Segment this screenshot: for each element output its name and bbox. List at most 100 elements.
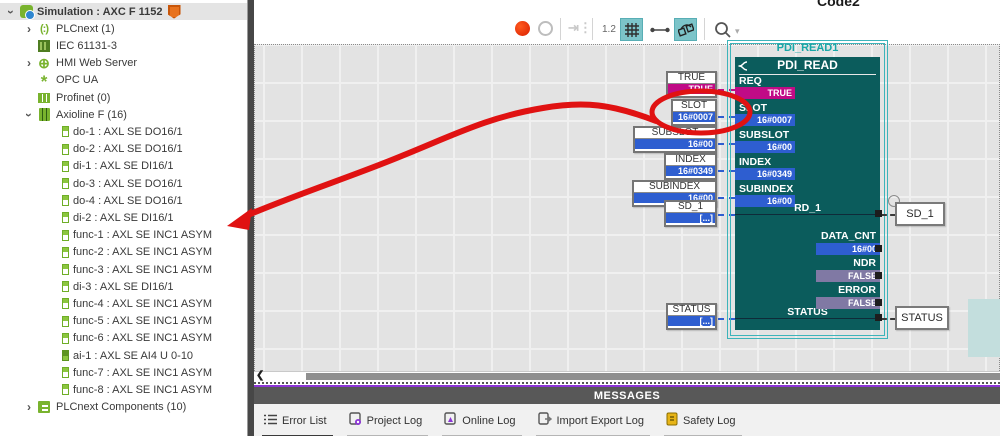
param-box-slot[interactable]: SLOT 16#0007 [671,99,717,126]
autoroute-icon [677,22,694,37]
tree-item-do-3[interactable]: do-3 : AXL SE DO16/1 [0,175,247,192]
tree-item-iec[interactable]: IEC 61131-3 [0,37,247,54]
fb-input-req[interactable]: REQ [739,75,762,87]
tree-item-do-2[interactable]: do-2 : AXL SE DO16/1 [0,141,247,158]
param-box-index[interactable]: INDEX 16#0349 [664,153,717,180]
module-icon [58,263,72,277]
axioline-icon [37,108,51,122]
tree-item-ai-1[interactable]: ai-1 : AXL SE AI4 U 0-10 [0,347,247,364]
tree-item-di-3[interactable]: di-3 : AXL SE DI16/1 [0,278,247,295]
tree-item-func-6[interactable]: func-6 : AXL SE INC1 ASYM [0,330,247,347]
scrollbar-thumb[interactable] [306,373,1000,380]
function-block[interactable]: PDI_READ REQ TRUE SLOT 16#0007 SUBSLOT 16#00 IN… [735,57,880,330]
fb-output-value[interactable]: 16#00 [816,243,880,255]
horizontal-scrollbar[interactable]: ❮ [254,370,1000,381]
param-box-sd_1[interactable]: SD_1 [...] [664,200,717,227]
fb-input-value[interactable]: 16#0007 [735,114,795,126]
param-box-value[interactable]: 16#00 [634,193,715,203]
fb-output-ndr[interactable]: NDR [853,257,876,269]
tree-item-func-8[interactable]: func-8 : AXL SE INC1 ASYM [0,381,247,398]
grid-toggle-button[interactable] [620,18,643,41]
output-box-status[interactable]: STATUS [895,306,949,330]
tree-item-func-4[interactable]: func-4 : AXL SE INC1 ASYM [0,295,247,312]
chevron-down-icon[interactable]: › [22,112,36,117]
fb-output-value[interactable]: FALSE [816,270,880,282]
wire-input-5 [718,214,735,216]
tree-item-simulation[interactable]: › Simulation : AXC F 1152 [0,3,247,20]
module-icon [58,177,72,191]
fb-output-data_cnt[interactable]: DATA_CNT [820,230,876,242]
align-icon[interactable]: ⇥⋮ [568,20,592,35]
tab-project-log[interactable]: Project Log [346,410,429,436]
editor-toolbar: Code2 ⇥⋮ 1.2 ▾ [254,0,1000,44]
fb-input-value[interactable]: 16#0349 [735,168,795,180]
param-box-value[interactable]: 16#0007 [673,112,715,122]
search-button[interactable] [711,18,734,41]
tree-item-plcnext[interactable]: › (:) PLCnext (1) [0,20,247,37]
chevron-down-icon[interactable]: › [4,9,18,14]
tree-item-hmi[interactable]: › ⊕ HMI Web Server [0,55,247,72]
tab-online-log[interactable]: Online Log [442,410,522,436]
wire-rd1-sd1 [882,214,895,216]
fb-input-value[interactable]: TRUE [735,87,795,99]
simulation-icon [19,5,35,20]
tree-item-profinet[interactable]: Profinet (0) [0,89,247,106]
chevron-right-icon[interactable]: › [27,400,31,415]
tree-item-do-4[interactable]: do-4 : AXL SE DO16/1 [0,192,247,209]
debug-record-icon[interactable] [515,21,530,36]
panel-drag-handle[interactable] [254,382,1000,384]
chevron-right-icon[interactable]: › [27,56,31,71]
module-icon [58,280,72,294]
fb-input-value[interactable]: 16#00 [735,195,795,207]
tab-safety-log[interactable]: Safety Log [663,410,742,436]
param-box-value[interactable]: [...] [668,316,715,326]
sidebar-splitter[interactable] [247,0,254,436]
output-box-sd_1[interactable]: SD_1 [895,202,945,226]
param-box-true[interactable]: TRUE TRUE [666,71,717,98]
accent-line [254,385,1000,387]
fb-input-index[interactable]: INDEX [739,156,772,168]
chevron-right-icon[interactable]: › [27,21,31,36]
autoroute-button[interactable] [674,18,697,41]
param-box-value[interactable]: [...] [666,213,715,223]
tree-item-func-2[interactable]: func-2 : AXL SE INC1 ASYM [0,244,247,261]
param-box-status[interactable]: STATUS [...] [666,303,717,330]
fb-header-underline [739,74,876,75]
connector-circle-icon [888,195,900,207]
tree-item-label: do-2 : AXL SE DO16/1 [73,143,183,156]
tree-item-func-7[interactable]: func-7 : AXL SE INC1 ASYM [0,364,247,381]
tree-item-di-1[interactable]: di-1 : AXL SE DI16/1 [0,158,247,175]
fb-pin-rd_1[interactable]: RD_1 [794,202,821,214]
connection-mode-button[interactable] [648,18,671,41]
param-box-value[interactable]: 16#00 [635,139,715,149]
chevron-down-icon[interactable]: ▾ [735,26,740,36]
param-box-value[interactable]: 16#0349 [666,166,715,176]
import-export-log-icon [537,412,552,429]
tree-item-axioline[interactable]: › Axioline F (16) [0,106,247,123]
debug-stop-icon[interactable] [538,21,553,36]
fb-output-error[interactable]: ERROR [838,284,876,296]
fb-output-value[interactable]: FALSE [816,297,880,309]
param-box-value[interactable]: TRUE [668,84,715,94]
tab-import-export-log[interactable]: Import Export Log [535,410,650,436]
fb-input-value[interactable]: 16#00 [735,141,795,153]
tree-item-func-3[interactable]: func-3 : AXL SE INC1 ASYM [0,261,247,278]
tree-item-do-1[interactable]: do-1 : AXL SE DO16/1 [0,123,247,140]
fb-input-subslot[interactable]: SUBSLOT [739,129,790,141]
fb-input-slot[interactable]: SLOT [739,102,767,114]
fb-selection-frame [727,40,888,339]
param-box-subslot[interactable]: SUBSLOT 16#00 [633,126,717,153]
tree-item-opc[interactable]: * OPC UA [0,72,247,90]
tree-item-label: IEC 61131-3 [56,39,117,52]
tab-error-list[interactable]: Error List [262,410,333,436]
scroll-left-icon[interactable]: ❮ [256,370,265,381]
tree-item-di-2[interactable]: di-2 : AXL SE DI16/1 [0,209,247,226]
tree-item-func-5[interactable]: func-5 : AXL SE INC1 ASYM [0,313,247,330]
fb-pin-status[interactable]: STATUS [787,306,828,318]
tree-item-func-1[interactable]: func-1 : AXL SE INC1 ASYM [0,227,247,244]
fbd-canvas[interactable] [254,44,1000,371]
fb-input-subindex[interactable]: SUBINDEX [739,183,794,195]
tree-item-plcnext[interactable]: › PLCnext Components (10) [0,399,247,416]
rd1-line [735,214,880,215]
messages-header[interactable]: MESSAGES [254,387,1000,404]
